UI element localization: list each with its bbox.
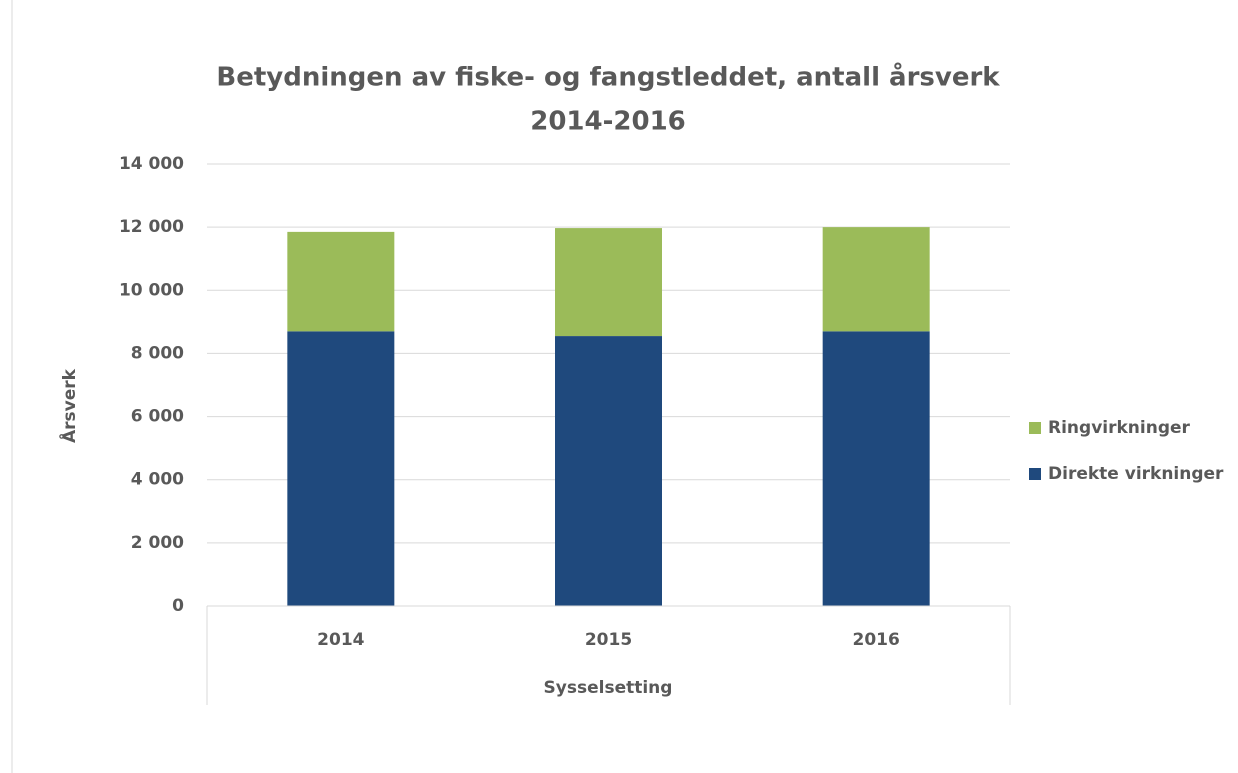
y-tick-label: 0 [172, 596, 184, 616]
bar-segment [287, 331, 395, 606]
y-tick-label: 2 000 [131, 533, 184, 553]
y-tick-label: 12 000 [119, 217, 184, 237]
y-tick-label: 14 000 [119, 154, 184, 174]
x-tick-label: 2016 [853, 630, 900, 650]
bar-segment [822, 227, 930, 332]
chart-title: Betydningen av fiske- og fangstleddet, a… [216, 61, 1000, 93]
y-tick-label: 8 000 [131, 343, 184, 363]
bar-segment [555, 336, 662, 606]
bar-segment [822, 331, 930, 606]
x-tick-label: 2015 [585, 630, 632, 650]
legend-swatch [1029, 468, 1041, 480]
y-axis-title: Årsverk [57, 368, 80, 443]
y-tick-label: 10 000 [119, 280, 184, 300]
bar-segment [287, 231, 395, 332]
legend-label: Direkte virkninger [1048, 464, 1224, 484]
legend-label: Ringvirkninger [1048, 418, 1191, 438]
bar-segment [555, 228, 662, 337]
chart-title: 2014-2016 [530, 107, 686, 137]
legend-swatch [1029, 422, 1041, 434]
y-tick-label: 6 000 [131, 407, 184, 427]
x-tick-label: 2014 [317, 630, 364, 650]
x-axis-title: Sysselsetting [544, 678, 673, 698]
y-tick-label: 4 000 [131, 470, 184, 490]
